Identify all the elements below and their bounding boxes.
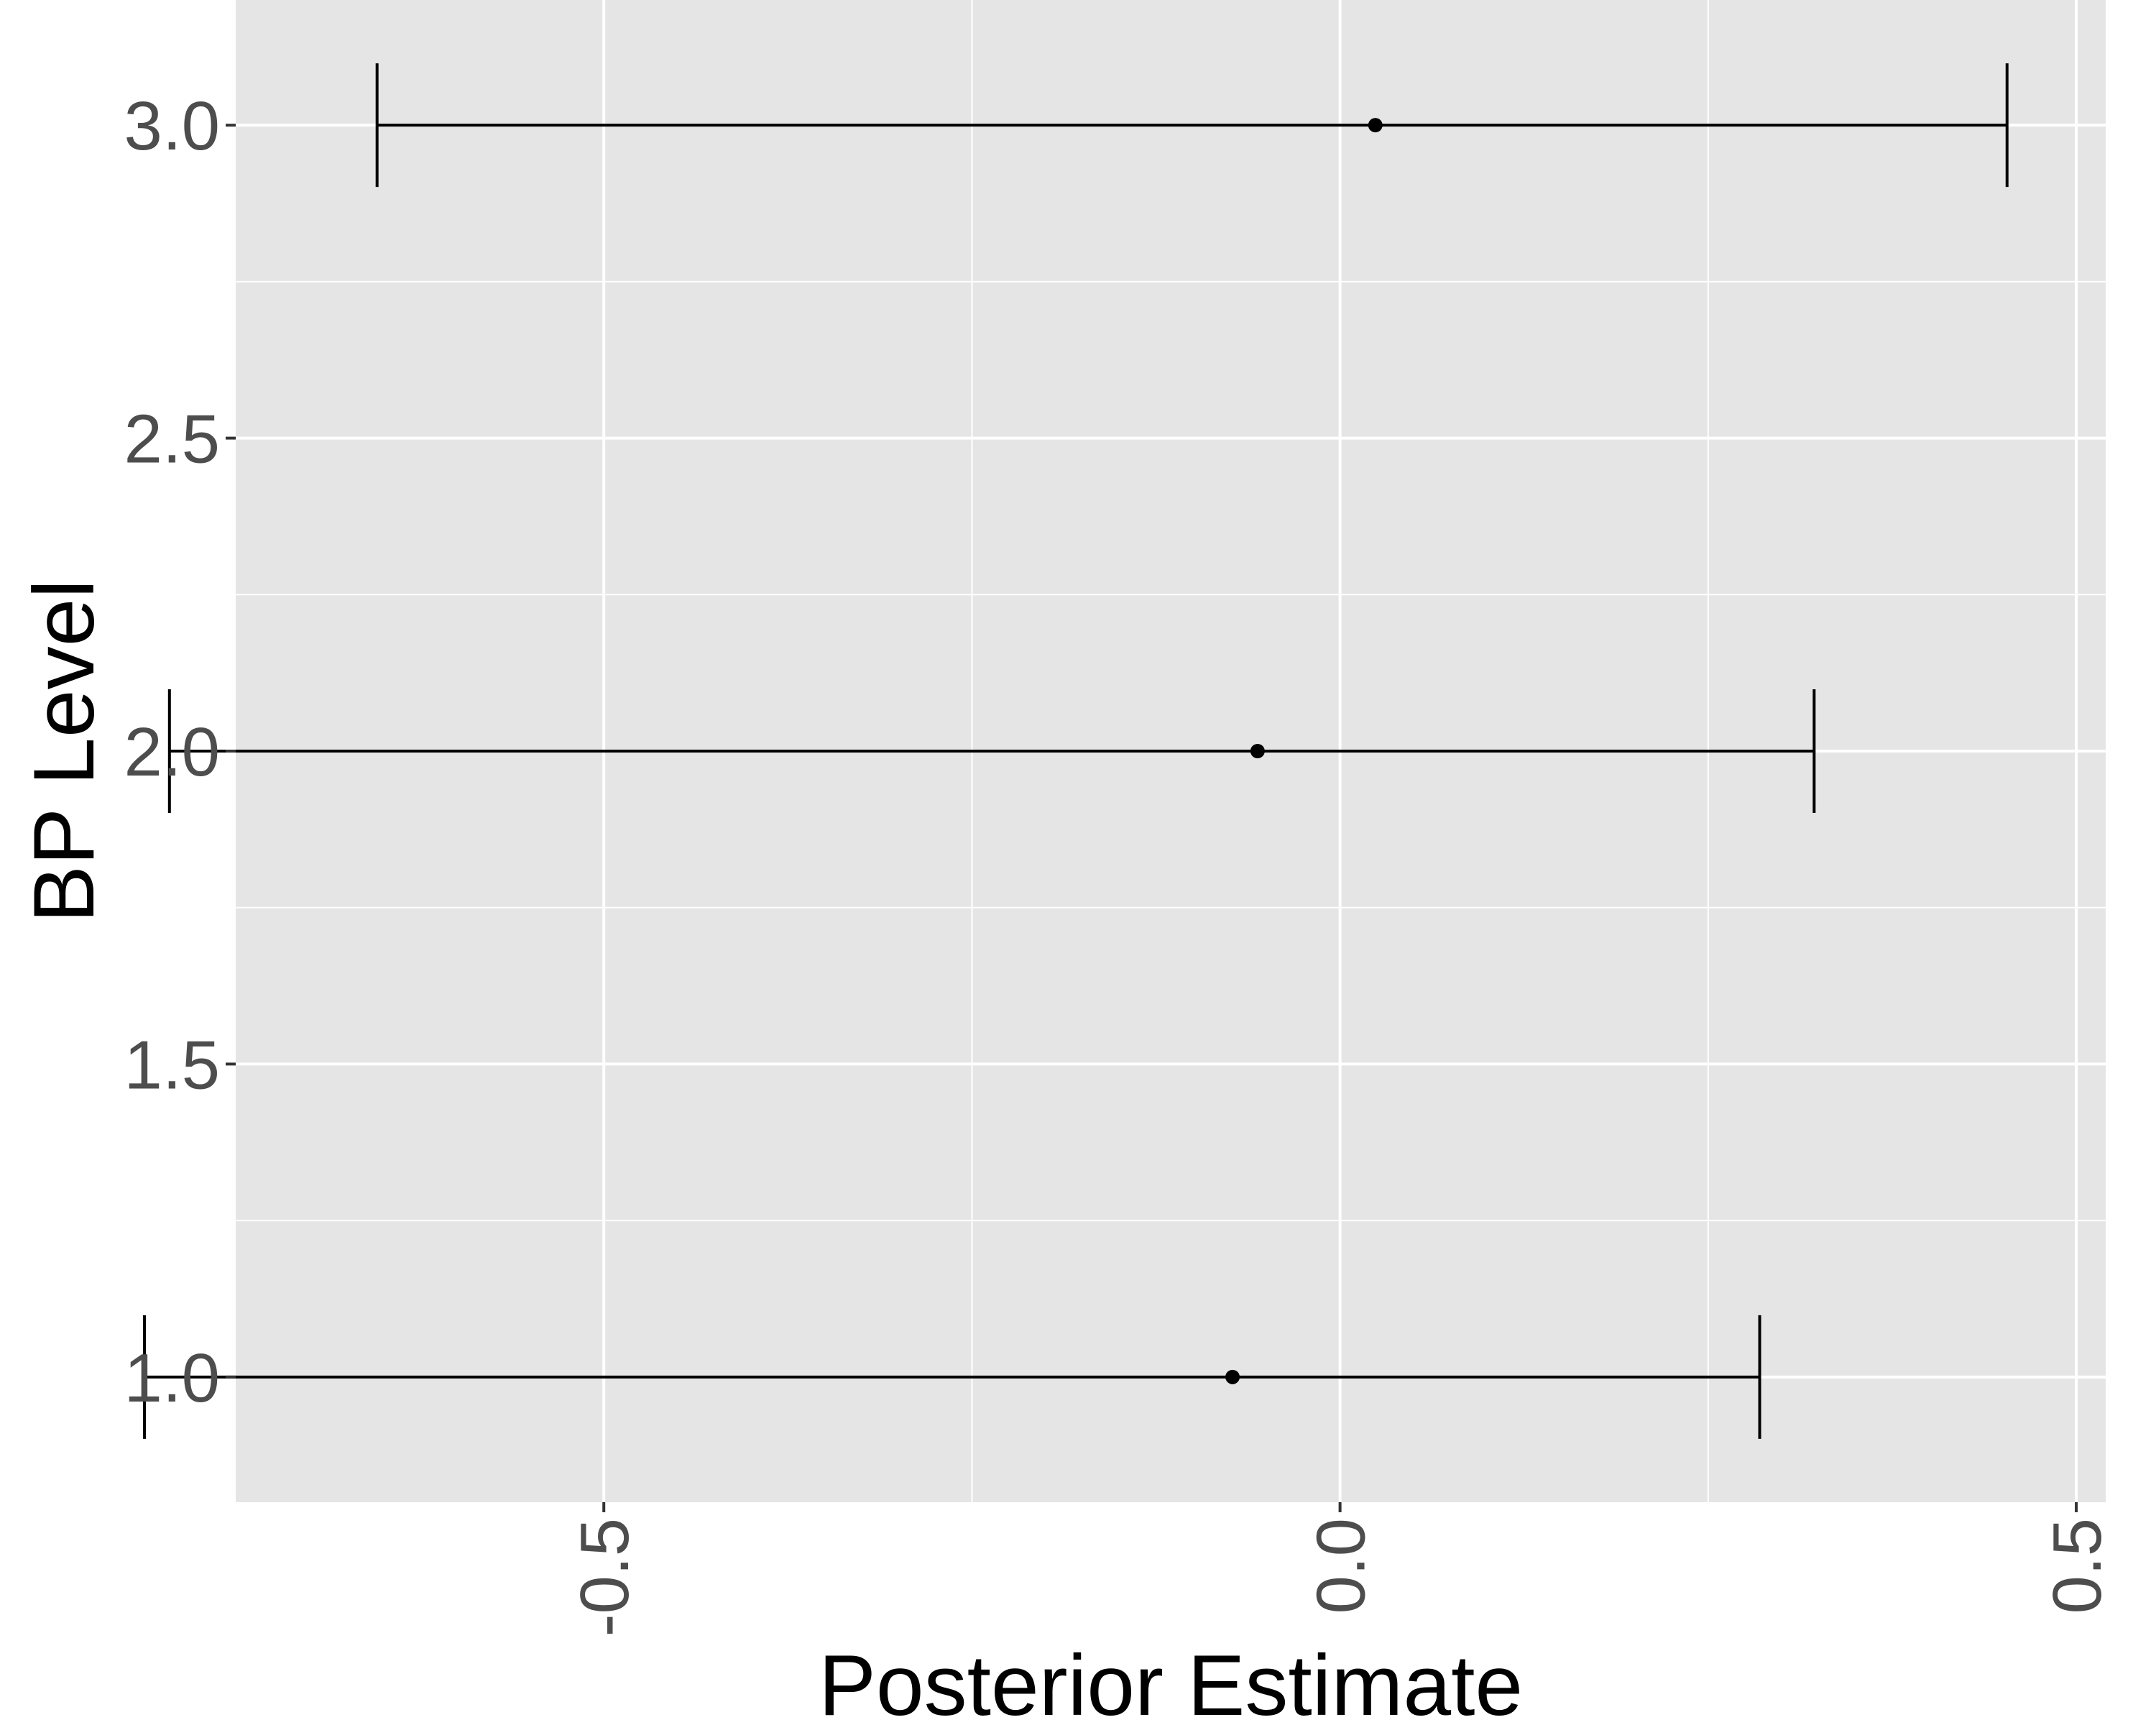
y-tick-label: 1.5 xyxy=(124,1026,220,1103)
x-tick-label: 0.0 xyxy=(1303,1518,1380,1614)
y-tick-label: 2.5 xyxy=(124,401,220,478)
y-tick-label: 3.0 xyxy=(124,88,220,165)
x-tick-label: 0.5 xyxy=(2039,1518,2116,1614)
errorbar-3 xyxy=(375,63,2009,188)
errorbars xyxy=(142,63,2009,1439)
x-tick-label: -0.5 xyxy=(566,1518,643,1637)
errorbar-1 xyxy=(142,1315,1761,1439)
x-axis: -0.5 0.0 0.5 xyxy=(566,1502,2116,1637)
estimate-point xyxy=(1368,118,1383,133)
y-tick-label: 2.0 xyxy=(124,714,220,791)
y-axis: 1.0 1.5 2.0 2.5 3.0 xyxy=(124,88,236,1417)
x-axis-title: Posterior Estimate xyxy=(819,1637,1523,1725)
estimate-point xyxy=(1250,744,1265,758)
y-tick-label: 1.0 xyxy=(124,1340,220,1417)
y-axis-title: BP Level xyxy=(16,579,112,923)
estimate-point xyxy=(1225,1369,1240,1384)
errorbar-2 xyxy=(167,689,1816,813)
